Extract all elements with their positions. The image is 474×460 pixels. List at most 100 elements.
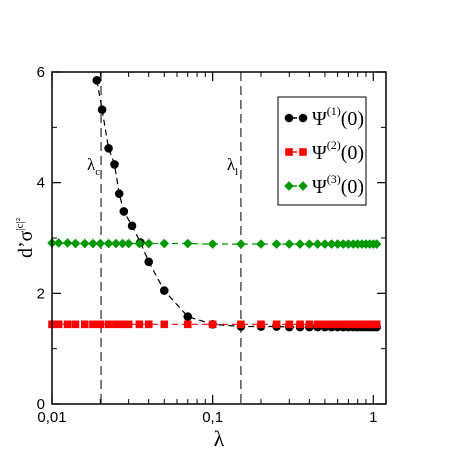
data-point	[79, 238, 90, 249]
data-point	[256, 239, 266, 249]
data-point	[349, 320, 358, 329]
data-point	[182, 238, 193, 249]
data-point	[104, 320, 113, 329]
data-point	[304, 239, 315, 249]
data-point	[71, 320, 80, 329]
x-tick-label: 0,1	[202, 409, 223, 426]
data-point	[89, 320, 97, 329]
legend-item-3: Ψ(3)(0)	[284, 172, 364, 198]
data-point	[103, 238, 114, 249]
y-tick-label: 0	[37, 396, 45, 413]
data-point	[327, 320, 336, 329]
data-point	[343, 239, 354, 249]
data-point	[88, 238, 98, 249]
data-point	[127, 221, 137, 231]
data-point	[344, 320, 353, 329]
data-point	[183, 320, 192, 329]
data-point	[53, 238, 64, 248]
data-point	[97, 105, 107, 114]
legend-marker	[285, 148, 293, 156]
data-point	[118, 320, 127, 329]
data-point	[95, 238, 106, 249]
data-point	[123, 238, 134, 249]
svg-text:d’σ|c|²: d’σ|c|²	[14, 217, 37, 258]
data-point	[284, 239, 295, 249]
data-point	[271, 239, 282, 249]
x-tick-label: 1	[369, 409, 377, 426]
data-series	[47, 76, 382, 332]
x-tick-label: 0,01	[37, 409, 66, 426]
data-point	[63, 320, 72, 329]
data-point	[208, 320, 217, 329]
data-point	[285, 320, 294, 329]
data-point	[54, 320, 63, 329]
legend-item-2: Ψ(2)(0)	[285, 138, 364, 164]
data-point	[114, 189, 124, 199]
reference-lines: λc λl	[87, 72, 242, 404]
data-point	[92, 76, 102, 85]
data-point	[104, 144, 113, 153]
data-point	[135, 320, 144, 329]
data-point	[70, 238, 81, 249]
data-point	[313, 320, 322, 329]
data-point	[326, 239, 337, 249]
data-point	[110, 160, 119, 169]
data-point	[159, 286, 169, 295]
data-point	[295, 239, 305, 249]
data-point	[183, 312, 193, 321]
y-axis-label: d’σ|c|²	[14, 217, 37, 258]
y-tick-label: 2	[37, 285, 45, 302]
legend-marker	[298, 181, 308, 191]
data-point	[320, 239, 330, 249]
data-point	[62, 238, 73, 248]
data-point	[124, 320, 133, 329]
data-point	[237, 320, 245, 329]
data-point	[80, 320, 89, 329]
data-point	[117, 238, 128, 249]
data-point	[143, 238, 154, 249]
data-point	[144, 257, 154, 267]
legend-marker	[284, 113, 294, 123]
x-axis-label: λ	[214, 426, 225, 451]
y-tick-label: 4	[37, 175, 45, 192]
vline-label-0: λc	[87, 155, 100, 178]
legend-item-1: Ψ(1)(0)	[284, 104, 364, 130]
data-point	[111, 238, 121, 249]
data-point	[257, 320, 265, 329]
legend-marker	[298, 113, 308, 123]
data-point	[144, 320, 153, 329]
series-2	[48, 320, 381, 329]
data-point	[353, 320, 362, 329]
data-point	[236, 239, 246, 249]
data-point	[333, 320, 342, 329]
data-point	[272, 320, 281, 329]
series-3	[47, 238, 382, 249]
data-point	[339, 320, 348, 329]
data-point	[332, 239, 343, 249]
data-point	[119, 207, 129, 216]
data-point	[134, 238, 145, 249]
axis-ticks: 0 2 4 6 0,01 0,1 1	[37, 64, 386, 426]
vline-label-1: λl	[227, 155, 238, 178]
data-point	[338, 239, 349, 249]
legend-marker	[284, 181, 294, 191]
data-point	[371, 239, 382, 249]
legend: Ψ(1)(0) Ψ(2)(0) Ψ(3)(0)	[277, 96, 367, 206]
data-point	[305, 320, 314, 329]
legend-label: Ψ(1)(0)	[312, 104, 364, 130]
data-point	[96, 320, 105, 329]
data-point	[160, 320, 169, 329]
data-point	[321, 320, 329, 329]
data-point	[159, 238, 170, 249]
legend-marker	[299, 148, 307, 156]
data-point	[312, 239, 323, 249]
data-point	[112, 320, 120, 329]
legend-label: Ψ(2)(0)	[312, 138, 364, 164]
data-point	[207, 239, 218, 249]
legend-label: Ψ(3)(0)	[312, 172, 364, 198]
data-point	[296, 320, 304, 329]
data-point	[372, 320, 381, 329]
y-tick-label: 6	[37, 64, 45, 81]
data-point	[358, 320, 366, 329]
